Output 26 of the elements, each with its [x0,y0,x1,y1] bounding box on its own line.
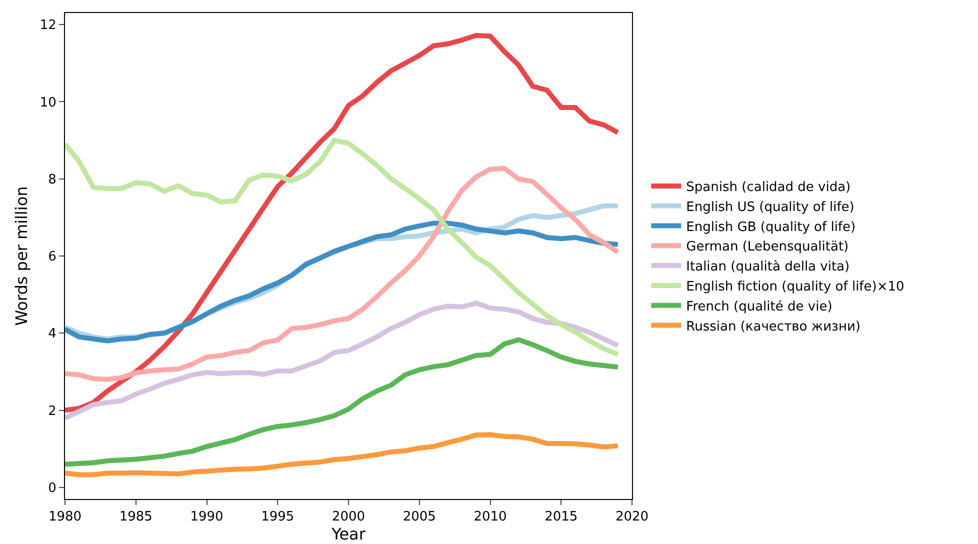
y-tick-label: 6 [48,250,56,265]
x-tick-label: 1985 [119,510,152,525]
legend-label: German (Lebensqualität) [686,240,849,255]
legend-label: English US (quality of life) [686,200,854,215]
y-axis-title: Words per million [12,186,31,326]
legend-label: English GB (quality of life) [686,220,856,235]
legend-label: French (qualité de vie) [686,299,832,314]
x-tick-label: 1980 [48,510,82,525]
x-tick-label: 2020 [615,510,649,525]
legend-label: Spanish (calidad de vida) [686,180,851,196]
x-tick-label: 1990 [190,510,224,525]
legend-label: Italian (qualità della vita) [686,260,850,275]
y-tick-label: 10 [40,95,56,110]
x-tick-label: 2000 [332,510,366,525]
y-tick-label: 0 [48,480,56,496]
legend-label: Russian (качество жизни) [686,319,861,334]
y-tick-label: 2 [48,404,56,419]
x-tick-label: 2015 [544,510,578,525]
y-tick-label: 8 [48,172,56,188]
x-tick-label: 2010 [474,510,507,525]
x-axis-title: Year [330,524,366,544]
x-tick-label: 2005 [402,510,436,525]
legend-label: English fiction (quality of life)×10 [686,280,904,295]
y-tick-label: 4 [48,326,56,342]
y-tick-label: 12 [40,18,56,34]
x-tick-label: 1995 [261,510,294,525]
